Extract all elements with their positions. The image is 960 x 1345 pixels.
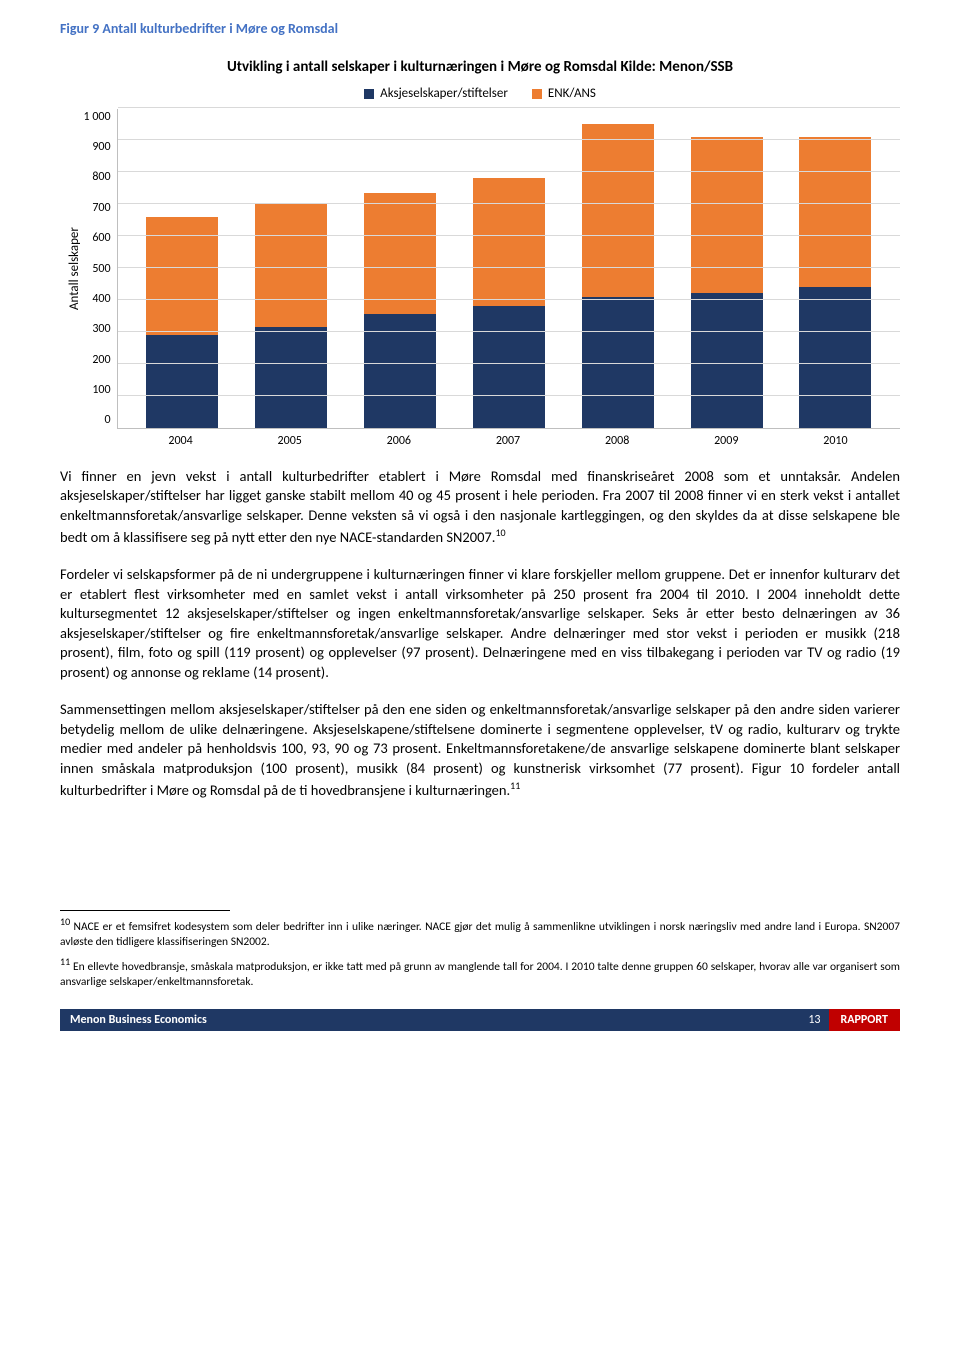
bar xyxy=(799,137,871,428)
y-axis-label: Antall selskaper xyxy=(60,109,84,429)
y-tick: 800 xyxy=(84,169,111,185)
footer-report-label: RAPPORT xyxy=(829,1009,901,1031)
y-tick: 600 xyxy=(84,230,111,246)
footer-publisher: Menon Business Economics xyxy=(60,1009,217,1031)
legend-swatch-icon xyxy=(364,89,374,99)
bar xyxy=(473,178,545,428)
legend-item: Aksjeselskaper/stiftelser xyxy=(364,85,508,103)
x-tick: 2005 xyxy=(254,433,326,449)
legend-label: Aksjeselskaper/stiftelser xyxy=(380,85,508,103)
body-paragraph: Sammensettingen mellom aksjeselskaper/st… xyxy=(60,700,900,800)
figure-caption: Figur 9 Antall kulturbedrifter i Møre og… xyxy=(60,20,900,39)
x-tick: 2007 xyxy=(472,433,544,449)
footnote: 10 NACE er et femsifret kodesystem som d… xyxy=(60,915,900,951)
footer-page-number: 13 xyxy=(217,1009,829,1031)
x-tick: 2004 xyxy=(145,433,217,449)
y-tick: 900 xyxy=(84,139,111,155)
bar xyxy=(364,193,436,428)
y-tick: 500 xyxy=(84,261,111,277)
bar xyxy=(691,137,763,428)
y-tick: 0 xyxy=(84,412,111,428)
y-tick: 300 xyxy=(84,321,111,337)
x-tick: 2010 xyxy=(799,433,871,449)
legend-item: ENK/ANS xyxy=(532,85,596,103)
footnote-separator xyxy=(60,910,230,911)
chart-legend: Aksjeselskaper/stiftelser ENK/ANS xyxy=(60,85,900,103)
bar xyxy=(582,124,654,428)
chart-plot-area xyxy=(117,109,900,429)
chart: Antall selskaper 1 000 900 800 700 600 500 400… xyxy=(60,109,900,429)
footnote-ref: 11 xyxy=(510,779,520,792)
x-tick: 2008 xyxy=(581,433,653,449)
y-tick: 100 xyxy=(84,382,111,398)
footnote: 11 En ellevte hovedbransje, småskala mat… xyxy=(60,955,900,991)
body-paragraph: Vi finner en jevn vekst i antall kulturb… xyxy=(60,467,900,547)
y-tick: 400 xyxy=(84,291,111,307)
legend-label: ENK/ANS xyxy=(548,85,596,103)
bar xyxy=(146,217,218,428)
legend-swatch-icon xyxy=(532,89,542,99)
y-tick: 700 xyxy=(84,200,111,216)
x-tick: 2009 xyxy=(690,433,762,449)
page-footer: Menon Business Economics 13 RAPPORT xyxy=(60,1009,900,1031)
x-axis-ticks: 2004 2005 2006 2007 2008 2009 2010 xyxy=(116,433,900,449)
body-paragraph: Fordeler vi selskapsformer på de ni unde… xyxy=(60,565,900,682)
y-tick: 200 xyxy=(84,352,111,368)
y-axis-ticks: 1 0009008007006005004003002001000 xyxy=(84,109,117,429)
chart-title: Utvikling i antall selskaper i kulturnær… xyxy=(60,57,900,77)
y-tick: 1 000 xyxy=(84,109,111,125)
x-tick: 2006 xyxy=(363,433,435,449)
footnote-ref: 10 xyxy=(495,526,505,539)
